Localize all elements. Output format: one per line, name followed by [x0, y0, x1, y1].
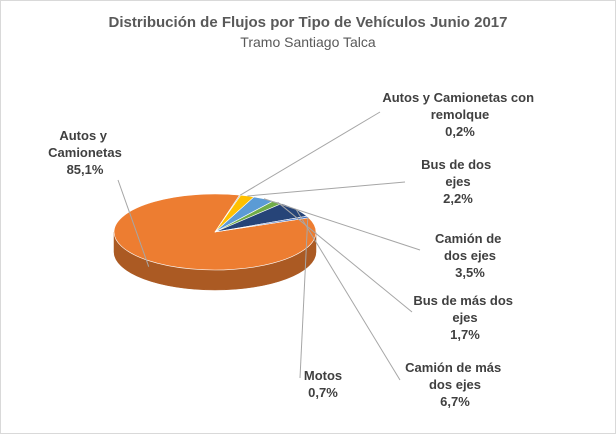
label-line: Motos	[304, 368, 342, 383]
category-label: Bus de dos ejes	[421, 157, 495, 189]
label-line: ejes	[445, 174, 470, 189]
label-line: Camión de más	[405, 360, 505, 375]
label-line: Bus de más dos	[413, 293, 516, 308]
value-label: 1,7%	[450, 327, 480, 342]
value-label: 85,1%	[67, 162, 104, 177]
value-label: 0,2%	[445, 124, 475, 139]
label-line: ejes	[452, 310, 477, 325]
label-line: dos ejes	[444, 248, 496, 263]
label-line: remolque	[431, 107, 490, 122]
label-line: Autos y	[59, 128, 110, 143]
slice	[214, 215, 310, 233]
label-line: Autos y Camionetas con	[382, 90, 537, 105]
category-label: Autos y Camionetas con remolque	[382, 90, 537, 122]
value-label: 3,5%	[455, 265, 485, 280]
value-label: 0,7%	[308, 385, 338, 400]
value-label: 6,7%	[440, 394, 470, 409]
value-label: 2,2%	[443, 191, 473, 206]
label-line: Bus de dos	[421, 157, 495, 172]
label-line: Camionetas	[48, 145, 122, 160]
leader-line	[247, 181, 406, 197]
category-label: Autos y Camionetas	[48, 128, 122, 160]
chart-subtitle: Tramo Santiago Talca	[240, 34, 376, 50]
category-label: Bus de más dos ejes	[413, 293, 516, 325]
label-line: dos ejes	[429, 377, 481, 392]
category-label: Camión de más dos ejes	[405, 360, 505, 392]
leader-line	[299, 216, 309, 379]
leader-line	[117, 179, 150, 267]
leader-line	[239, 111, 381, 196]
leader-line	[295, 209, 401, 381]
leader-line	[263, 198, 421, 251]
category-label: Camión de dos ejes	[435, 231, 505, 263]
leader-line	[277, 201, 413, 313]
chart-title: Distribución de Flujos por Tipo de Vehíc…	[109, 14, 508, 31]
category-label: Motos	[304, 368, 342, 383]
label-line: Camión de	[435, 231, 505, 246]
